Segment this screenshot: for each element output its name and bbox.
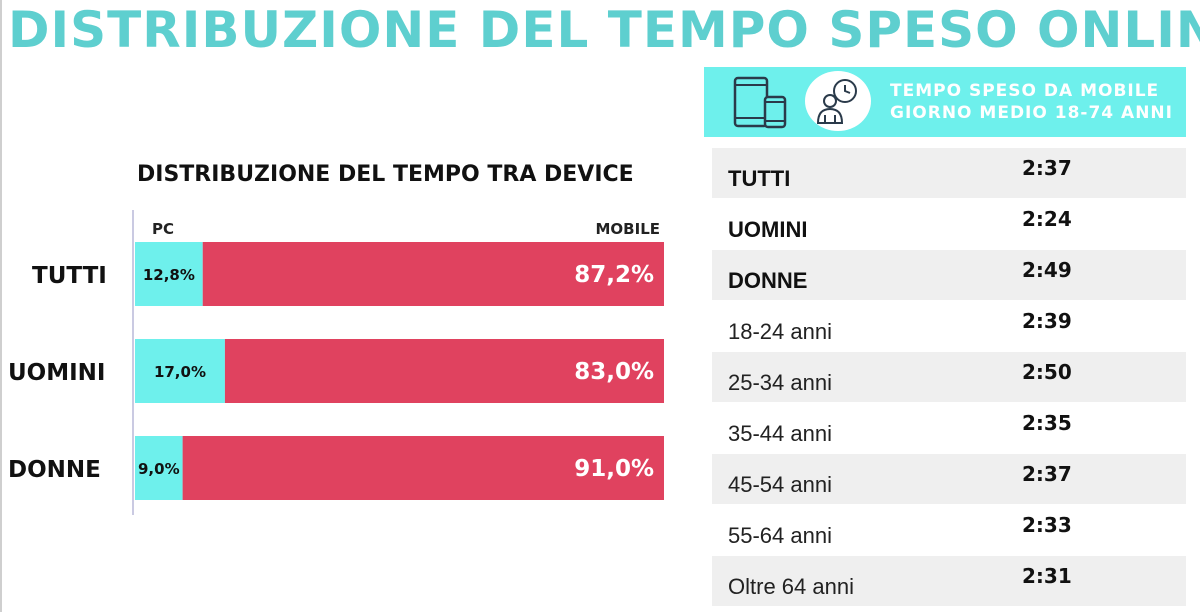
row-value: 2:39 bbox=[1022, 309, 1072, 333]
table-row: 25-34 anni 2:50 bbox=[712, 352, 1186, 402]
data-label-mobile: 91,0% bbox=[574, 456, 654, 482]
row-value: 2:35 bbox=[1022, 411, 1072, 435]
row-value: 2:37 bbox=[1022, 462, 1072, 486]
left-border bbox=[0, 0, 2, 612]
category-label: TUTTI bbox=[32, 263, 107, 289]
row-label: TUTTI bbox=[728, 166, 791, 191]
user-clock-icon bbox=[805, 71, 871, 131]
row-label: 25-34 anni bbox=[728, 370, 832, 395]
bar-mobile bbox=[224, 339, 664, 403]
category-label: UOMINI bbox=[8, 360, 105, 386]
bar-pc bbox=[135, 242, 203, 306]
chart-title: DISTRIBUZIONE DEL TEMPO TRA DEVICE bbox=[137, 162, 634, 187]
row-value: 2:50 bbox=[1022, 360, 1072, 384]
mobile-time-header: TEMPO SPESO DA MOBILE GIORNO MEDIO 18-74… bbox=[704, 67, 1186, 137]
mobile-time-header-text: TEMPO SPESO DA MOBILE GIORNO MEDIO 18-74… bbox=[890, 80, 1173, 124]
bar-pc bbox=[135, 339, 225, 403]
table-row: 55-64 anni 2:33 bbox=[712, 505, 1186, 555]
row-label: UOMINI bbox=[728, 217, 808, 242]
header-line-2: GIORNO MEDIO 18-74 ANNI bbox=[890, 103, 1173, 123]
row-value: 2:37 bbox=[1022, 156, 1072, 180]
page-title: DISTRIBUZIONE DEL TEMPO SPESO ONLINE bbox=[8, 1, 1200, 59]
row-label: Oltre 64 anni bbox=[728, 574, 854, 599]
row-label: 55-64 anni bbox=[728, 523, 832, 548]
data-label-pc: 9,0% bbox=[138, 460, 180, 478]
row-label: 18-24 anni bbox=[728, 319, 832, 344]
table-row: 35-44 anni 2:35 bbox=[712, 403, 1186, 453]
data-label-pc: 17,0% bbox=[154, 363, 206, 381]
table-row: UOMINI 2:24 bbox=[712, 199, 1186, 249]
bar-mobile bbox=[182, 436, 665, 500]
row-label: 45-54 anni bbox=[728, 472, 832, 497]
category-label: DONNE bbox=[8, 457, 101, 483]
header-line-1: TEMPO SPESO DA MOBILE bbox=[890, 81, 1160, 101]
bar-mobile bbox=[202, 242, 664, 306]
devices-icon bbox=[732, 75, 788, 136]
data-label-pc: 12,8% bbox=[143, 266, 195, 284]
table-row: 18-24 anni 2:39 bbox=[712, 301, 1186, 351]
row-value: 2:24 bbox=[1022, 207, 1072, 231]
row-value: 2:31 bbox=[1022, 564, 1072, 588]
legend-label-pc: PC bbox=[152, 220, 174, 238]
data-label-mobile: 83,0% bbox=[574, 359, 654, 385]
stacked-bar-chart: PC MOBILE TUTTI 12,8% 87,2% UOMINI 17,0% 83,0% D… bbox=[8, 210, 665, 515]
row-label: DONNE bbox=[728, 268, 808, 293]
bar-pc bbox=[135, 436, 183, 500]
table-row: DONNE 2:49 bbox=[712, 250, 1186, 300]
row-value: 2:33 bbox=[1022, 513, 1072, 537]
table-row: Oltre 64 anni 2:31 bbox=[712, 556, 1186, 606]
data-label-mobile: 87,2% bbox=[574, 262, 654, 288]
table-row: 45-54 anni 2:37 bbox=[712, 454, 1186, 504]
row-label: 35-44 anni bbox=[728, 421, 832, 446]
table-row: TUTTI 2:37 bbox=[712, 148, 1186, 198]
legend-label-mobile: MOBILE bbox=[596, 220, 661, 238]
row-value: 2:49 bbox=[1022, 258, 1072, 282]
